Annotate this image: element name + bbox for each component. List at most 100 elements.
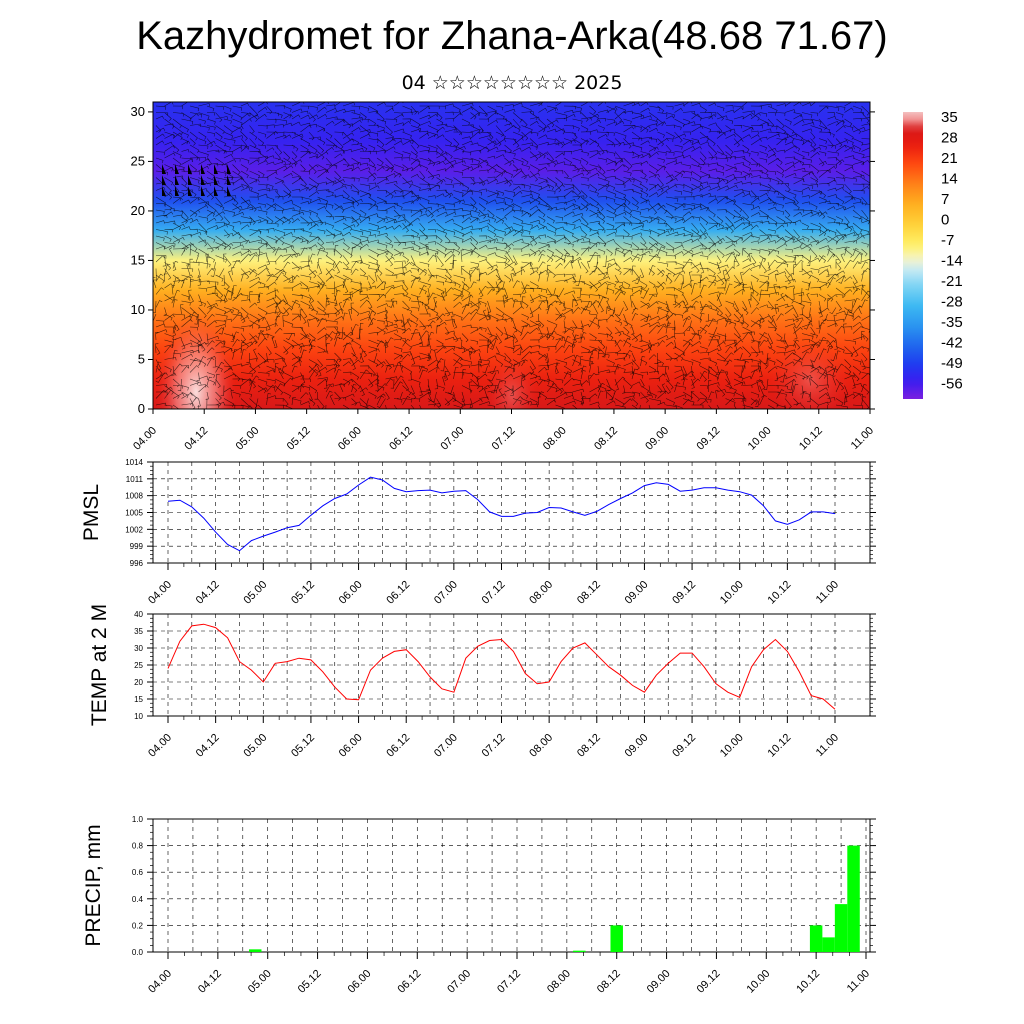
heatmap-x-tick-label: 09.00 [643, 425, 671, 453]
precip-bar [249, 949, 262, 952]
colorbar-label: -42 [941, 335, 963, 352]
precip-bar [847, 845, 860, 952]
wind-flag [175, 164, 179, 174]
g-temp-grid [153, 614, 870, 716]
heatmap-x-tick-label: 04.12 [182, 425, 210, 453]
colorbar-label: -14 [941, 253, 963, 270]
y-tick-label: 1002 [125, 525, 143, 534]
y-tick-label: 1.0 [132, 815, 144, 824]
y-tick-label: 0.0 [132, 948, 144, 957]
x-tick-label: 04.00 [146, 732, 174, 760]
x-tick-label: 04.12 [194, 579, 222, 607]
x-tick-label: 10.00 [718, 579, 746, 607]
x-tick-label: 09.00 [623, 579, 651, 607]
heatmap-y-tick-label: 5 [138, 351, 145, 366]
wind-flag [162, 164, 166, 174]
heatmap-x-tick-label: 06.00 [336, 425, 364, 453]
heatmap-x-tick-label: 07.12 [490, 425, 518, 453]
colorbar-label: -35 [941, 314, 963, 331]
x-tick-label: 10.12 [766, 579, 794, 607]
x-tick-label: 05.00 [246, 968, 274, 996]
x-tick-label: 11.00 [814, 732, 841, 759]
y-tick-label: 40 [134, 610, 143, 619]
heatmap-y-tick-label: 25 [131, 153, 145, 168]
heatmap-y-tick-label: 30 [131, 104, 145, 119]
g-precip-grid [153, 819, 870, 952]
wind-flag [188, 186, 192, 196]
x-tick-label: 08.12 [575, 732, 603, 760]
heatmap-warm-cores [156, 314, 850, 409]
x-tick-label: 10.12 [794, 968, 822, 996]
heatmap-y-tick-label: 0 [138, 401, 145, 416]
y-tick-label: 1008 [125, 492, 143, 501]
x-tick-label: 07.12 [495, 968, 523, 996]
x-tick-label: 07.00 [445, 968, 473, 996]
page-title: Kazhydromet for Zhana-Arka(48.68 71.67) [136, 14, 888, 58]
g-pmsl-grid [153, 462, 870, 563]
colorbar-label: 21 [941, 150, 958, 167]
colorbar-label: -21 [941, 273, 963, 290]
wind-flag [227, 175, 231, 185]
y-tick-label: 10 [134, 712, 143, 721]
heatmap-y-tick-label: 15 [131, 252, 145, 267]
pmsl-panel: 996 999 1002 1005 1008 1011 1014 04.00 04.12 05.0… [80, 458, 876, 607]
x-tick-label: 07.12 [480, 732, 508, 760]
y-tick-label: 35 [134, 627, 143, 636]
temp2m-panel: 10 15 20 25 30 35 40 04.00 04.12 05.00 05.12 06.00 0… [88, 604, 876, 760]
x-tick-label: 08.00 [545, 968, 573, 996]
heatmap-x-tick-label: 10.00 [746, 425, 774, 453]
heatmap-x-tick-label: 10.12 [797, 425, 825, 453]
precip-bar [834, 904, 848, 952]
wind-flag [188, 164, 192, 174]
wind-barb-path [153, 102, 870, 409]
heatmap-x-tick-label: 08.12 [592, 425, 620, 453]
x-tick-label: 06.12 [384, 732, 412, 760]
x-tick-label: 09.12 [670, 732, 698, 760]
wind-flag [201, 164, 205, 174]
g-temp-ylabel: TEMP at 2 M [88, 604, 111, 726]
precip-bar [610, 925, 623, 952]
x-tick-label: 10.00 [744, 968, 772, 996]
warm-core [486, 355, 538, 409]
x-tick-label: 05.00 [241, 579, 269, 607]
x-tick-label: 06.12 [384, 579, 412, 607]
heatmap-x-tick-label: 08.00 [541, 425, 569, 453]
x-tick-label: 05.12 [289, 579, 317, 607]
x-tick-label: 11.00 [845, 968, 872, 995]
page-subtitle: 04 ☆☆☆☆☆☆☆☆ 2025 [401, 72, 623, 94]
g-pmsl-frame [152, 461, 871, 564]
wind-flag [188, 175, 192, 185]
g-pmsl-series-line [167, 476, 836, 552]
x-tick-label: 08.00 [527, 732, 555, 760]
x-tick-label: 04.12 [194, 732, 222, 760]
precip-panel: 0.0 0.2 0.4 0.6 0.8 1.0 04.00 04.12 05.00 05.12 06… [82, 815, 876, 996]
wind-flag [214, 164, 218, 174]
precip-bar [573, 950, 586, 952]
heatmap-x-tick-label: 05.12 [285, 425, 313, 453]
x-tick-label: 05.00 [241, 732, 269, 760]
precip-bar [809, 925, 823, 952]
colorbar-label: 0 [941, 212, 949, 229]
wind-flag [175, 175, 179, 185]
y-tick-label: 1005 [125, 509, 143, 518]
colorbar-label: 35 [941, 109, 958, 126]
x-tick-label: 05.12 [289, 732, 317, 760]
x-tick-label: 06.00 [337, 579, 365, 607]
g-precip-ylabel: PRECIP, mm [82, 824, 105, 946]
temperature-heatmap-panel: 0 5 10 15 20 25 30 04.00 04.12 05.00 05.12 06.00 06.… [131, 101, 876, 453]
colorbar-label: 28 [941, 130, 958, 147]
warm-core [156, 314, 236, 409]
y-tick-label: 0.4 [132, 895, 144, 904]
x-tick-label: 09.00 [623, 732, 651, 760]
x-tick-label: 04.12 [196, 968, 224, 996]
wind-flag [175, 186, 179, 196]
wind-flag [227, 164, 231, 174]
g-temp-series-line [167, 623, 836, 710]
x-tick-label: 07.12 [480, 579, 508, 607]
wind-barbs [153, 102, 870, 409]
y-tick-label: 999 [130, 542, 144, 551]
y-tick-label: 1011 [126, 475, 144, 484]
x-tick-label: 04.00 [146, 968, 174, 996]
wind-flag [162, 186, 166, 196]
